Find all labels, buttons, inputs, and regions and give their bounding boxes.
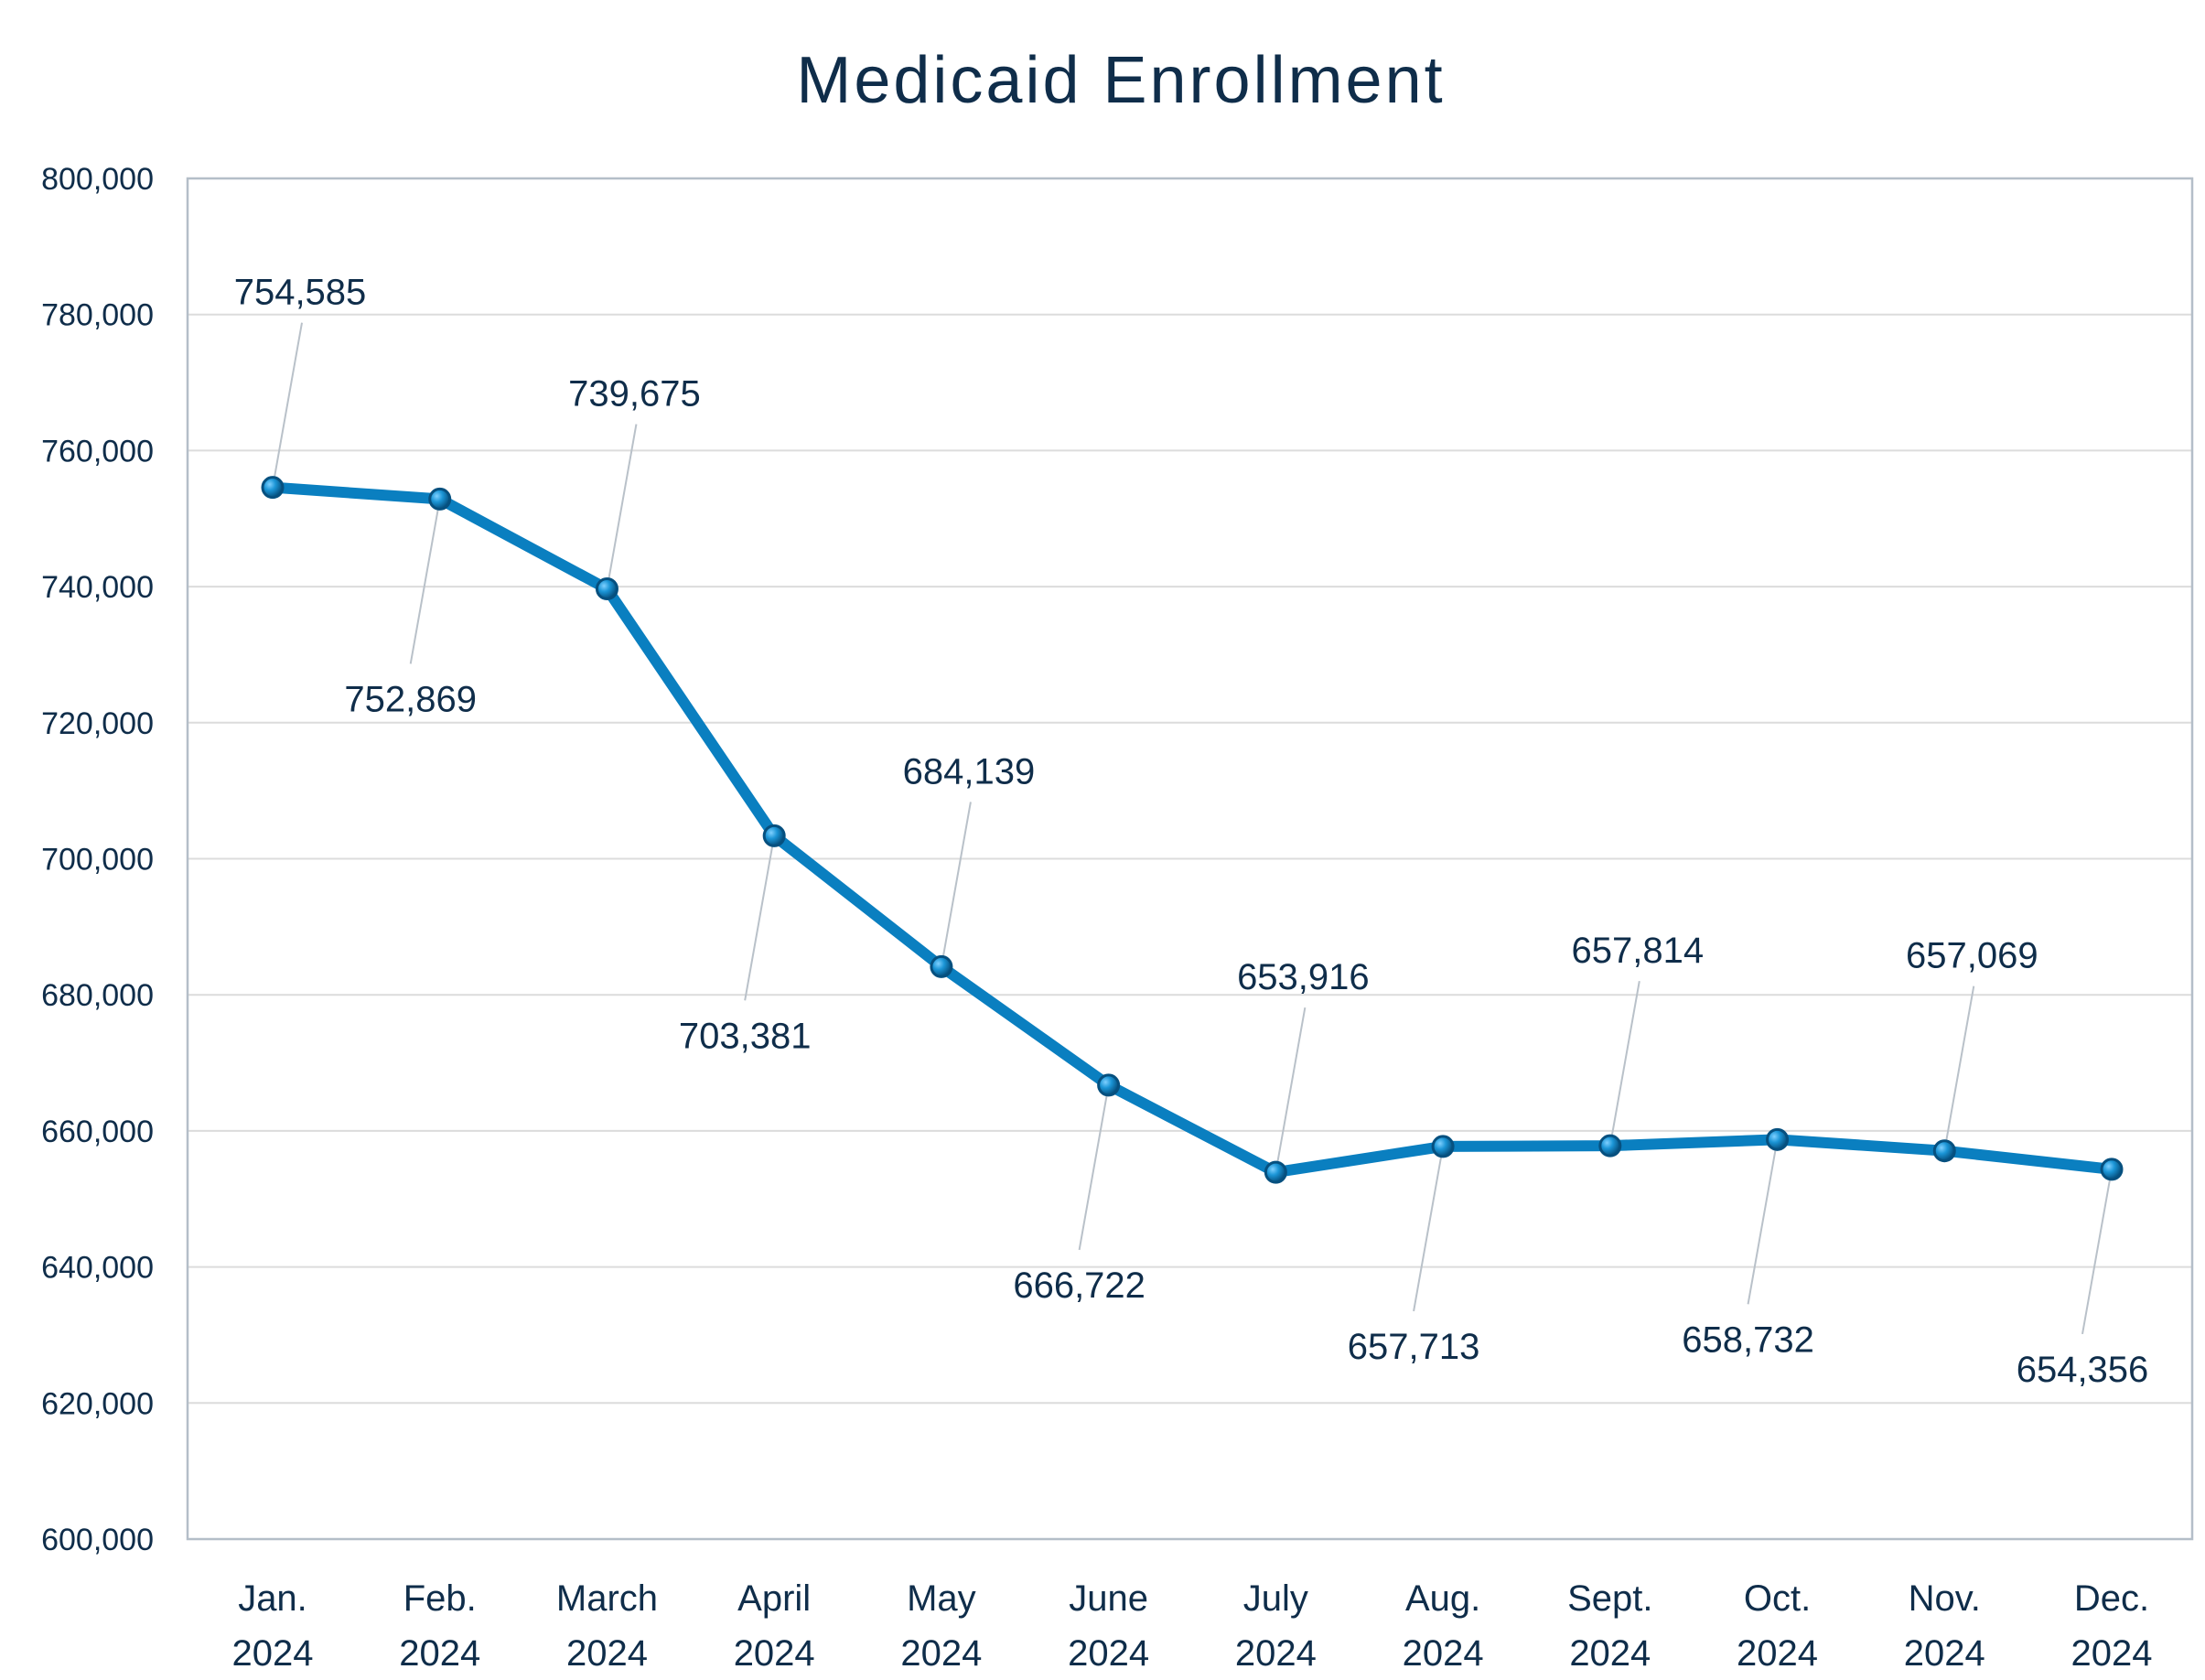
x-tick-label: April 2024 (734, 1578, 815, 1674)
data-point-marker (1264, 1160, 1287, 1184)
data-label: 657,069 (1906, 936, 2038, 976)
data-label-leader (2081, 1168, 2113, 1335)
data-label: 703,381 (679, 1016, 812, 1056)
x-tick-label: Sept. 2024 (1567, 1578, 1652, 1674)
data-label-leader (744, 835, 776, 1001)
data-label: 739,675 (568, 374, 701, 415)
data-label: 666,722 (1013, 1265, 1146, 1306)
data-label: 657,713 (1348, 1327, 1480, 1367)
y-tick-label: 700,000 (41, 843, 154, 878)
data-label-leader (409, 499, 441, 664)
x-tick-label: Feb. 2024 (399, 1578, 480, 1674)
data-point-marker (2100, 1158, 2124, 1181)
data-label-leader (1747, 1139, 1779, 1305)
y-tick-label: 680,000 (41, 978, 154, 1013)
data-label: 657,814 (1572, 931, 1705, 971)
data-point-marker (1932, 1139, 1956, 1163)
data-point-marker (762, 824, 786, 847)
data-label-leader (1943, 985, 1975, 1151)
y-tick-label: 640,000 (41, 1251, 154, 1286)
x-tick-label: Oct. 2024 (1737, 1578, 1818, 1674)
data-point-marker (428, 487, 452, 511)
data-label-leader (1413, 1146, 1445, 1312)
y-tick-label: 600,000 (41, 1523, 154, 1557)
data-label-leader (606, 424, 638, 589)
x-tick-label: Jan. 2024 (232, 1578, 314, 1674)
x-axis-tick-labels: Jan. 2024 Feb. 2024 March 2024 April 2024 May 202… (232, 1578, 2153, 1674)
data-label: 684,139 (903, 751, 1036, 792)
data-labels: 754,585 752,869 739,675 703,381 684,139 666,7… (234, 273, 2149, 1390)
y-tick-label: 660,000 (41, 1115, 154, 1149)
y-tick-label: 620,000 (41, 1386, 154, 1421)
data-label-leader (1275, 1007, 1307, 1173)
data-label: 754,585 (234, 273, 367, 313)
data-label: 653,916 (1237, 957, 1370, 997)
gridlines (188, 313, 2192, 1405)
enrollment-series-line (267, 481, 2117, 1179)
chart-title: Medicaid Enrollment (796, 44, 1445, 117)
data-label-leader (940, 802, 972, 967)
plot-area-border (186, 177, 2194, 1541)
data-label: 654,356 (2017, 1350, 2149, 1390)
x-tick-label: March 2024 (556, 1578, 658, 1674)
y-tick-label: 760,000 (41, 434, 154, 468)
y-axis-tick-labels: 600,000 620,000 640,000 660,000 680,000 700,0… (41, 162, 154, 1557)
y-tick-label: 780,000 (41, 298, 154, 333)
x-tick-label: June 2024 (1068, 1578, 1149, 1674)
x-tick-label: Aug. 2024 (1403, 1578, 1484, 1674)
x-tick-label: July 2024 (1235, 1578, 1317, 1674)
data-point-marker (1598, 1134, 1622, 1158)
data-label-leader (1078, 1084, 1110, 1251)
data-markers (261, 476, 2124, 1184)
x-tick-label: May 2024 (900, 1578, 982, 1674)
data-label: 752,869 (344, 679, 477, 719)
data-label-leader (272, 322, 303, 488)
data-point-marker (1097, 1073, 1121, 1097)
data-point-marker (261, 476, 285, 500)
y-tick-label: 720,000 (41, 706, 154, 741)
data-point-marker (1431, 1135, 1455, 1158)
leader-lines (272, 322, 2113, 1335)
data-label-leader (1608, 980, 1640, 1147)
x-tick-label: Dec. 2024 (2071, 1578, 2153, 1674)
x-tick-label: Nov. 2024 (1904, 1578, 1985, 1674)
data-point-marker (930, 954, 953, 978)
y-tick-label: 740,000 (41, 570, 154, 605)
data-label: 658,732 (1682, 1319, 1814, 1360)
data-point-marker (1766, 1127, 1790, 1151)
data-point-marker (595, 577, 618, 601)
y-tick-label: 800,000 (41, 162, 154, 197)
